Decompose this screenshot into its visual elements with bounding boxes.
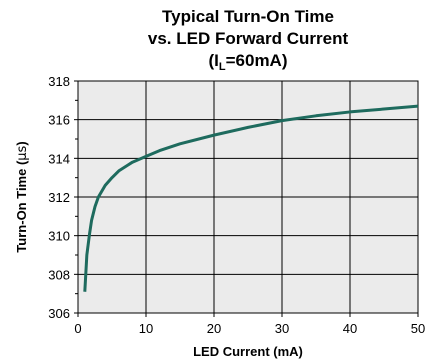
series-line — [83, 104, 419, 292]
chart-title-line-1: Typical Turn-On Time — [162, 7, 334, 26]
condition-suffix: =60mA) — [226, 51, 288, 70]
y-tick-label: 314 — [48, 151, 70, 166]
y-tick-label: 318 — [48, 74, 70, 89]
y-axis-label-prefix: Turn-On Time ( — [14, 160, 29, 253]
series-layer — [83, 104, 419, 292]
tick-labels: 0 10 20 30 40 50 306 308 310 312 314 316 318 — [48, 74, 425, 336]
x-tick-label: 50 — [411, 321, 425, 336]
axis-ticks — [74, 80, 419, 317]
y-tick-label: 316 — [48, 113, 70, 128]
x-tick-label: 30 — [275, 321, 289, 336]
x-tick-label: 20 — [207, 321, 221, 336]
chart-title-line-2: vs. LED Forward Current — [148, 29, 349, 48]
y-tick-label: 312 — [48, 190, 70, 205]
y-axis-label: Turn-On Time (µs) — [14, 141, 30, 252]
x-tick-label: 0 — [74, 321, 81, 336]
chart-title-condition: (IL=60mA) — [208, 51, 287, 73]
grid — [78, 81, 418, 313]
y-tick-label: 306 — [48, 306, 70, 321]
y-axis-label-unit: µs — [15, 145, 30, 160]
y-tick-label: 310 — [48, 229, 70, 244]
condition-prefix: (I — [208, 51, 218, 70]
y-axis-label-suffix: ) — [14, 141, 29, 145]
x-tick-label: 10 — [139, 321, 153, 336]
condition-subscript: L — [219, 61, 226, 73]
x-tick-label: 40 — [343, 321, 357, 336]
y-tick-label: 308 — [48, 267, 70, 282]
x-axis-label: LED Current (mA) — [193, 344, 303, 359]
